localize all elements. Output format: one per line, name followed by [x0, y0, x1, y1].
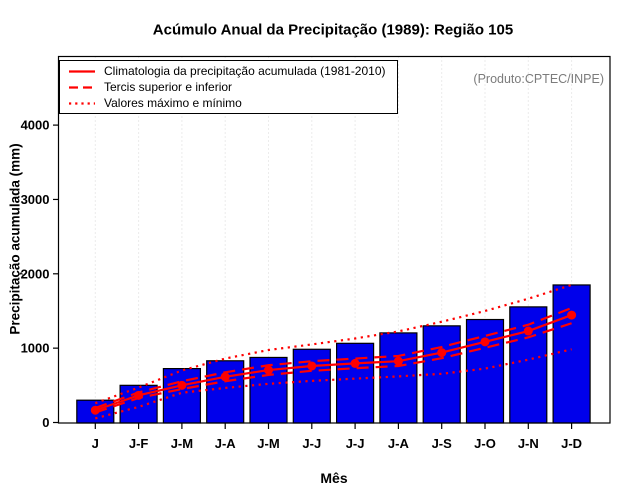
plot-border — [57, 55, 611, 424]
product-watermark: (Produto:CPTEC/INPE) — [473, 72, 604, 86]
legend-item-label: Climatologia da precipitação acumulada (… — [104, 64, 386, 78]
legend-item-label: Valores máximo e mínimo — [104, 96, 242, 110]
x-tick-label: J — [92, 436, 99, 451]
bar — [379, 332, 418, 424]
y-tick-label: 1000 — [21, 341, 50, 356]
bar — [422, 325, 461, 424]
bar — [206, 360, 245, 424]
climatology-marker — [567, 310, 577, 320]
climatology-marker — [393, 356, 403, 366]
bar — [552, 284, 591, 424]
bar — [509, 306, 548, 424]
y-tick-label: 3000 — [21, 192, 50, 207]
x-tick-label: J-M — [257, 436, 279, 451]
bar — [465, 318, 505, 424]
x-axis-title: Mês — [320, 470, 348, 486]
y-tick-label: 0 — [42, 415, 49, 430]
legend-item: Climatologia da precipitação acumulada (… — [60, 64, 397, 79]
legend-item: Tercis superior e inferior — [60, 80, 397, 95]
climatology-marker — [90, 405, 100, 415]
climatology-marker — [480, 337, 490, 347]
minmax-line — [94, 283, 572, 405]
tercile-line — [94, 306, 572, 410]
bar — [162, 367, 201, 424]
climatology-marker — [220, 372, 230, 382]
x-tick-label: J-A — [215, 436, 237, 451]
x-tick-label: J-A — [388, 436, 410, 451]
minmax-line — [95, 348, 572, 420]
legend-item: Valores máximo e mínimo — [60, 96, 397, 111]
climatology-marker — [523, 326, 533, 336]
legend-box: Climatologia da precipitação acumulada (… — [59, 60, 398, 114]
x-tick-label: J-O — [474, 436, 496, 451]
chart-title: Acúmulo Anual da Precipitação (1989): Re… — [152, 21, 514, 39]
y-tick-label: 2000 — [21, 266, 50, 281]
climatology-marker — [307, 361, 317, 371]
x-tick-label: J-D — [561, 436, 582, 451]
dotted-line-icon — [69, 101, 95, 106]
x-tick-label: J-S — [432, 436, 453, 451]
x-tick-label: J-F — [129, 436, 149, 451]
climatology-marker — [264, 365, 273, 375]
legend-item-label: Tercis superior e inferior — [104, 80, 233, 94]
solid-line-icon — [69, 69, 95, 74]
y-axis-title: Precipitação acumulada (mm) — [7, 143, 23, 335]
tercile-line — [94, 322, 572, 414]
climatology-marker — [134, 390, 144, 400]
x-tick-label: J-J — [302, 436, 321, 451]
climatology-marker — [350, 358, 360, 368]
x-tick-label: J-M — [171, 436, 193, 451]
y-tick-label: 4000 — [21, 118, 50, 133]
climatology-marker — [177, 380, 187, 390]
climatology-line — [94, 314, 572, 412]
x-tick-label: J-N — [518, 436, 539, 451]
dashed-line-icon — [69, 85, 95, 90]
climatology-marker — [437, 348, 447, 358]
bar — [336, 342, 375, 424]
x-tick-label: J-J — [346, 436, 365, 451]
